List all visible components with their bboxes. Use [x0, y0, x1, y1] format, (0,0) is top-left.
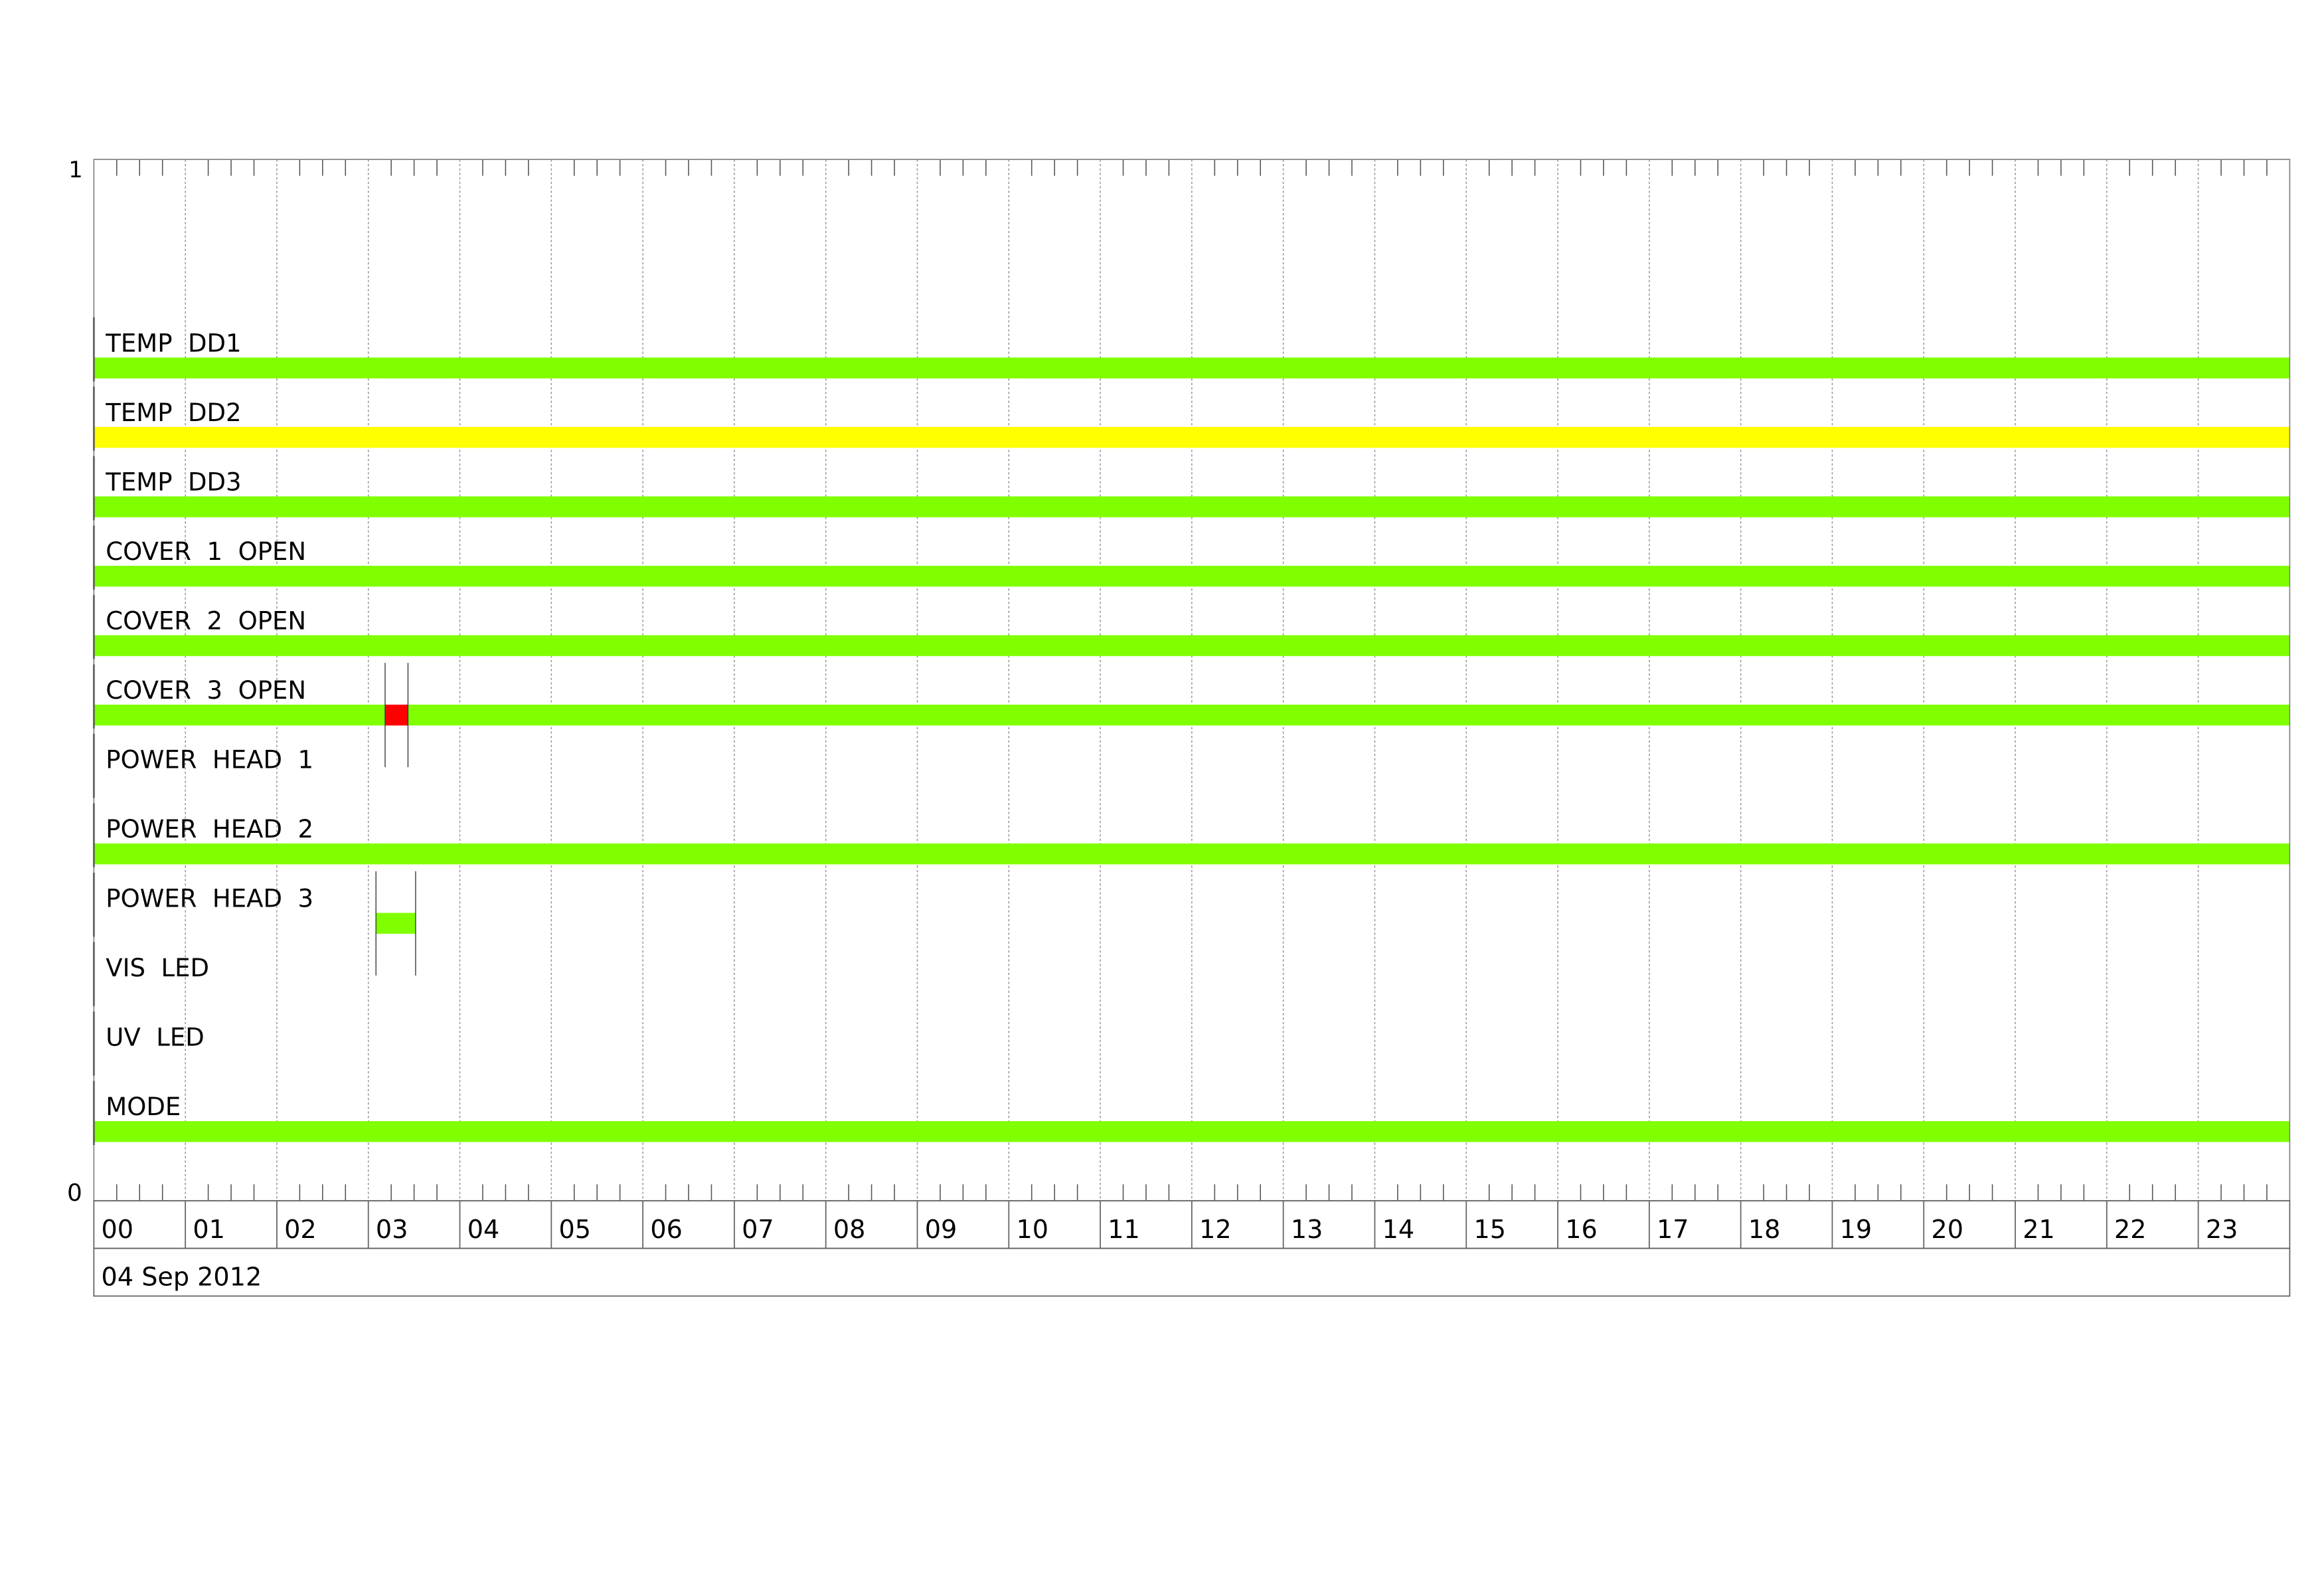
status-segment: [94, 496, 2290, 517]
x-tick-label: 23: [2206, 1215, 2238, 1244]
y-axis-top-label: 1: [68, 157, 82, 183]
x-tick-label: 15: [1473, 1215, 1506, 1244]
row-label: MODE: [106, 1093, 181, 1121]
x-tick-label: 12: [1199, 1215, 1232, 1244]
row-bars: [94, 357, 2290, 1142]
grid: [116, 159, 2268, 1201]
row-label: VIS LED: [106, 954, 209, 982]
x-tick-label: 11: [1108, 1215, 1140, 1244]
x-tick-label: 13: [1291, 1215, 1323, 1244]
row-label: COVER 3 OPEN: [106, 676, 306, 705]
row-label: TEMP DD3: [105, 468, 241, 496]
x-tick-label: 05: [559, 1215, 592, 1244]
row-label: POWER HEAD 1: [106, 745, 313, 774]
x-axis: 04 Sep 2012 00 01 02 03 04 05 06 07 08 09 10 11 12 13…: [93, 1199, 2291, 1297]
x-tick-label: 14: [1382, 1215, 1415, 1244]
x-tick-label: 04: [467, 1215, 500, 1244]
y-axis-bottom-label: 0: [67, 1180, 82, 1207]
x-tick-label: 16: [1565, 1215, 1598, 1244]
x-tick-label: 01: [193, 1215, 225, 1244]
status-segment: [376, 913, 416, 934]
status-segment: [94, 704, 385, 726]
x-tick-label: 02: [284, 1215, 317, 1244]
x-tick-label: 18: [1748, 1215, 1781, 1244]
status-segment: [94, 357, 2290, 379]
row-label: TEMP DD2: [105, 398, 241, 427]
x-tick-label: 20: [1931, 1215, 1963, 1244]
x-tick-label: 03: [376, 1215, 408, 1244]
x-tick-label: 17: [1657, 1215, 1689, 1244]
date-label: 04 Sep 2012: [102, 1263, 262, 1292]
row-label: TEMP DD1: [105, 329, 241, 357]
status-segment: [384, 704, 408, 726]
x-tick-label: 00: [102, 1215, 134, 1244]
row-label: UV LED: [106, 1023, 204, 1052]
row-label: COVER 2 OPEN: [106, 606, 306, 635]
x-tick-label: 19: [1840, 1215, 1872, 1244]
row-label: POWER HEAD 3: [106, 885, 313, 913]
status-segment: [408, 704, 2290, 726]
row-label: POWER HEAD 2: [106, 815, 313, 843]
x-tick-label: 09: [925, 1215, 957, 1244]
row-label: COVER 1 OPEN: [106, 537, 306, 566]
status-segment: [94, 635, 2290, 656]
status-segment: [94, 426, 2290, 448]
status-segment: [94, 565, 2290, 587]
date-row-frame: [93, 1247, 2291, 1297]
x-tick-label: 06: [650, 1215, 683, 1244]
status-segment: [94, 843, 2290, 865]
x-tick-label: 10: [1017, 1215, 1049, 1244]
status-segment: [94, 1121, 2290, 1142]
x-tick-label: 08: [833, 1215, 866, 1244]
x-tick-label: 21: [2023, 1215, 2055, 1244]
x-tick-label: 22: [2114, 1215, 2147, 1244]
x-tick-label: 07: [742, 1215, 774, 1244]
